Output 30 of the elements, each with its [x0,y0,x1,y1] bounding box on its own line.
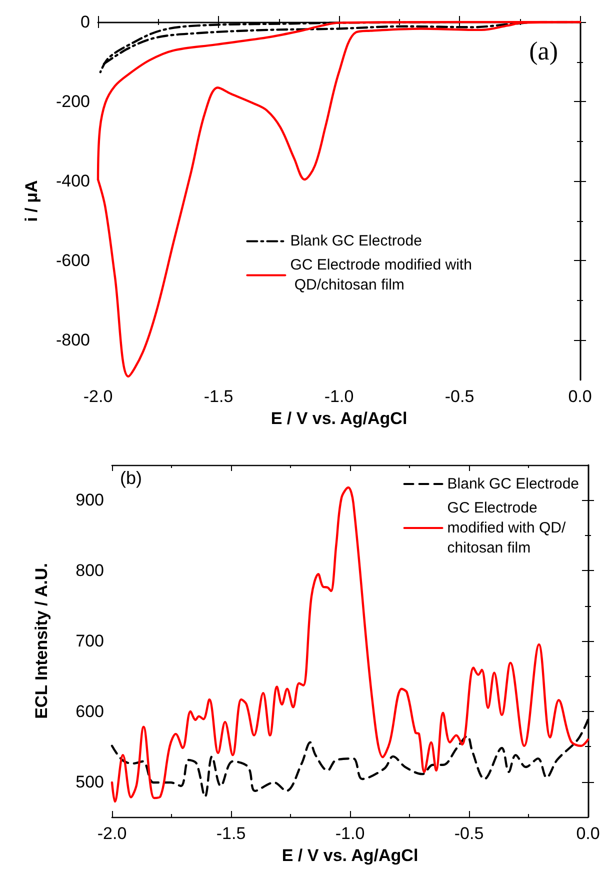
x-axis-title: E / V vs. Ag/AgCl [282,846,418,865]
x-tick-label: -1.0 [335,824,365,843]
y-tick-label: 800 [76,561,104,580]
y-tick-label: -800 [56,330,90,350]
y-tick-label: 700 [76,632,104,650]
legend-label: Blank GC Electrode [290,232,422,250]
x-tick-label: -0.5 [444,387,474,406]
annotation: (b) [120,468,142,488]
y-tick-label: -400 [56,172,90,191]
y-axis-title: i / μA [22,180,41,222]
y-tick-label: 500 [76,772,104,792]
annotation: (a) [529,36,558,66]
x-tick-label: 0.0 [568,387,592,406]
legend-label: GC Electrode modified with QD/chitosan film [447,500,566,556]
legend-label: GC Electrode modified with QD/chitosan film [290,256,472,294]
x-tick-label: -1.5 [204,387,234,406]
x-tick-label: -1.0 [324,387,354,406]
y-tick-label: -200 [56,92,90,112]
x-axis-title: E / V vs. Ag/AgCl [270,409,408,428]
x-tick-label: -0.5 [454,824,484,843]
y-tick-label: 0 [80,12,90,32]
x-tick-label: 0.0 [576,824,600,843]
x-tick-label: -2.0 [97,824,127,843]
y-axis-title: ECL Intensity / A.U. [32,563,51,719]
x-tick-label: -1.5 [216,824,246,843]
legend-label: Blank GC Electrode [447,476,580,492]
y-tick-label: 900 [76,490,104,510]
x-tick-label: -2.0 [83,387,113,406]
y-tick-label: 600 [76,702,104,721]
y-tick-label: -600 [56,251,90,270]
